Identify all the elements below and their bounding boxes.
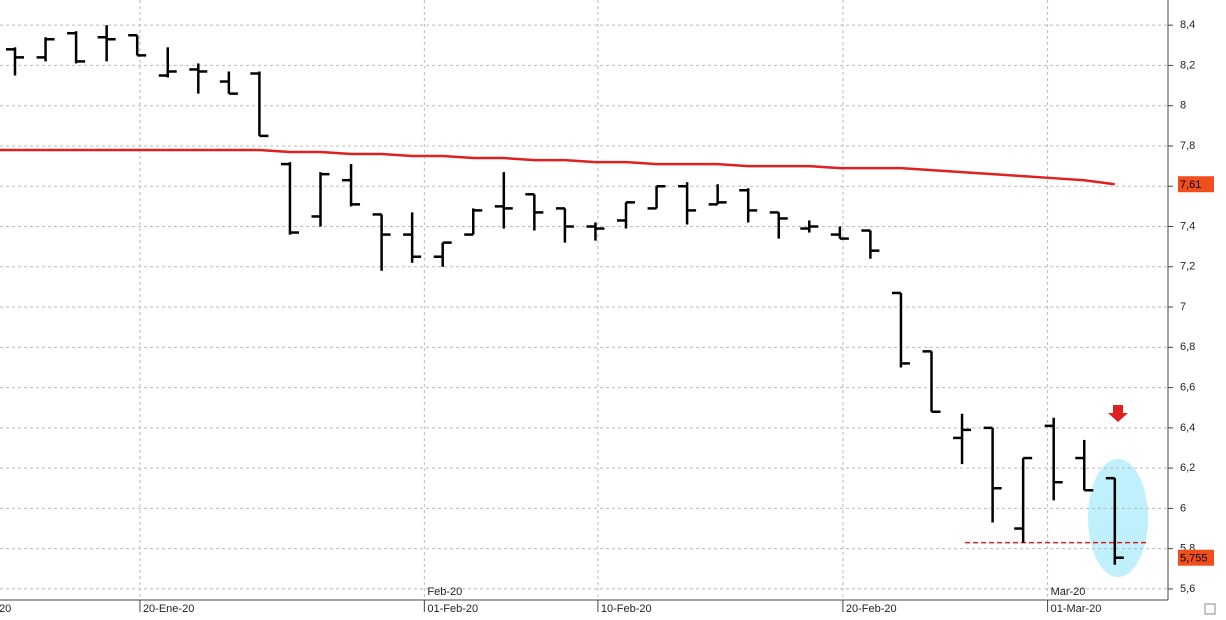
y-tick-label: 8 <box>1180 100 1186 112</box>
down-arrow <box>1108 405 1128 422</box>
price-badge <box>1178 549 1214 566</box>
y-tick-label: 6 <box>1180 502 1186 514</box>
y-tick-label: 8,2 <box>1180 59 1195 71</box>
highlight-ellipse <box>1088 459 1148 577</box>
x-period-label: Mar-20 <box>1051 586 1086 598</box>
price-badge-label: 5,755 <box>1180 553 1208 565</box>
x-tick-label: 01-Feb-20 <box>427 603 478 615</box>
y-tick-label: 8,4 <box>1180 19 1195 31</box>
moving-average-line <box>0 148 1115 186</box>
y-tick-label: 7 <box>1180 301 1186 313</box>
x-tick-label: 10-Feb-20 <box>601 603 652 615</box>
y-tick-label: 6,4 <box>1180 422 1195 434</box>
corner-icon <box>1204 603 1216 615</box>
x-tick-label: 20-Ene-20 <box>143 603 194 615</box>
y-tick-label: 7,8 <box>1180 140 1195 152</box>
price-badge <box>1178 176 1214 193</box>
y-tick-label: 6,6 <box>1180 381 1195 393</box>
x-period-label: Feb-20 <box>427 586 462 598</box>
y-tick-label: 6,2 <box>1180 462 1195 474</box>
y-tick-label: 5,6 <box>1180 583 1195 595</box>
x-tick-label: 20-Feb-20 <box>846 603 897 615</box>
x-tick-label: 20 <box>0 603 11 615</box>
y-tick-label: 6,8 <box>1180 341 1195 353</box>
price-badge-label: 7,61 <box>1180 179 1201 191</box>
y-tick-label: 7,2 <box>1180 261 1195 273</box>
x-tick-label: 01-Mar-20 <box>1051 603 1102 615</box>
y-tick-label: 7,4 <box>1180 220 1195 232</box>
